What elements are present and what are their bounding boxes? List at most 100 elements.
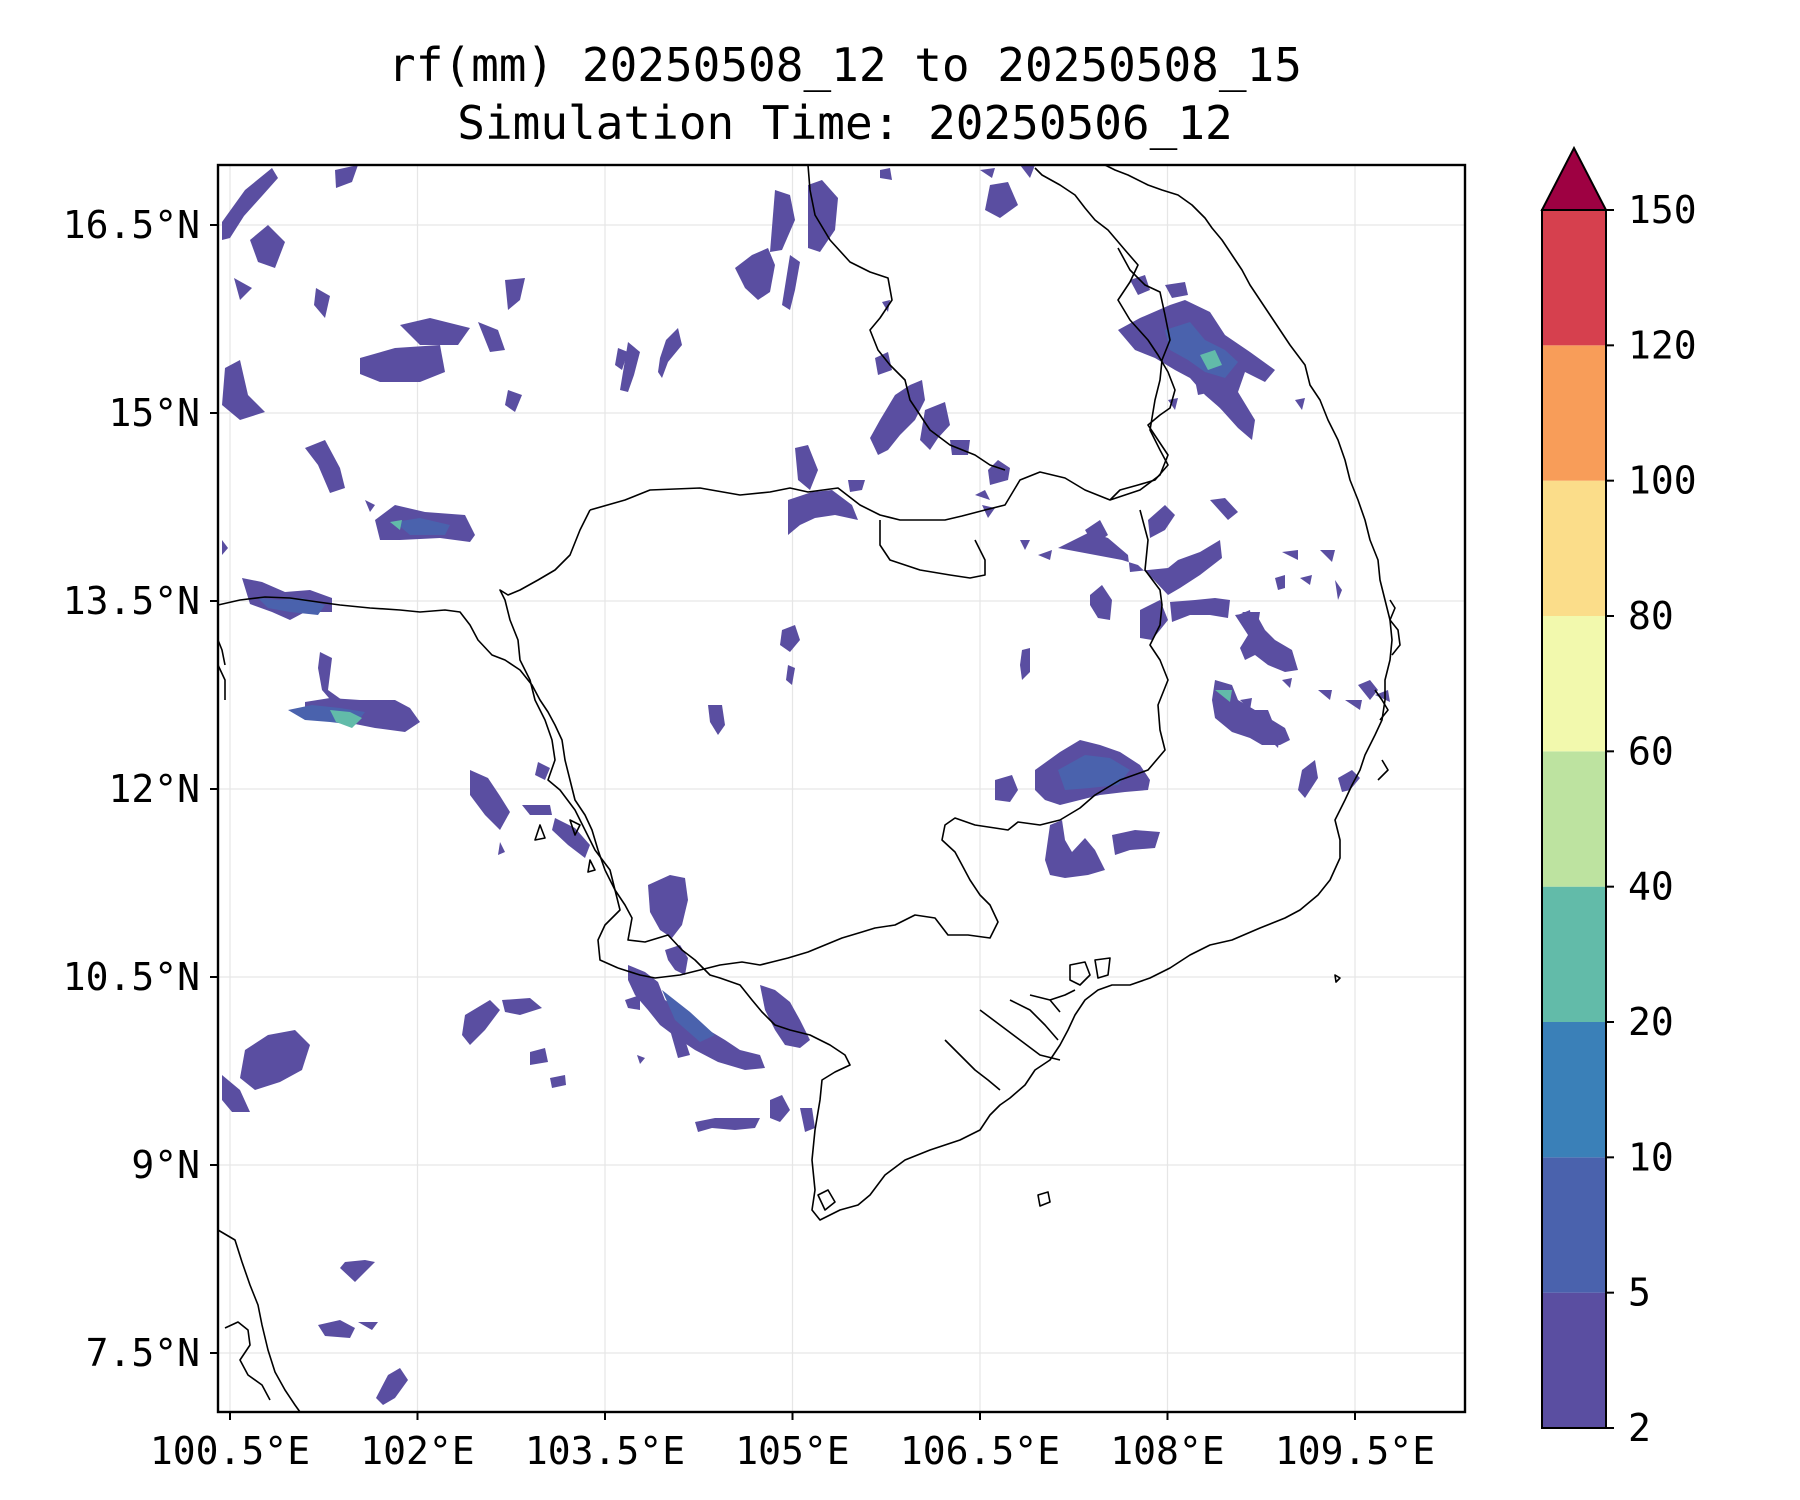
- colorbar-tick-label: 80: [1628, 594, 1674, 638]
- rain-patch: [1020, 648, 1030, 680]
- rain-patch: [222, 360, 265, 420]
- rain-patch: [522, 805, 552, 815]
- rain-patch: [1240, 698, 1252, 710]
- rain-patch: [314, 288, 330, 318]
- rain-patch: [995, 775, 1018, 802]
- rain-patch: [470, 770, 510, 830]
- rain-patch: [848, 480, 865, 492]
- coast-thai-gulf-islands: [569, 819, 581, 836]
- x-tick-label: 100.5°E: [150, 1429, 310, 1473]
- border-mekong: [807, 164, 1006, 471]
- x-tick-label: 106.5°E: [900, 1429, 1060, 1473]
- coast-mekong-delta-3: [1009, 999, 1059, 1041]
- rain-patch: [1210, 498, 1238, 520]
- rain-patch: [880, 168, 892, 180]
- coast-island-small: [1334, 974, 1341, 983]
- y-tick-label: 12°N: [108, 767, 200, 811]
- rain-core-teal: [390, 520, 402, 530]
- rain-core: [395, 518, 450, 535]
- rain-patch: [222, 168, 278, 240]
- rain-patch: [770, 1095, 790, 1122]
- y-tick-label: 13.5°N: [63, 579, 200, 623]
- rain-patch: [975, 490, 990, 500]
- x-tick-label: 108°E: [1110, 1429, 1224, 1473]
- rain-patch: [1345, 700, 1362, 710]
- colorbar-tick-label: 40: [1628, 865, 1674, 909]
- colorbar-tick-label: 20: [1628, 1000, 1674, 1044]
- rain-patch: [1058, 532, 1222, 595]
- y-tick-label: 10.5°N: [63, 955, 200, 999]
- rain-patch: [1118, 300, 1275, 440]
- coast-mekong-delta-5: [1049, 989, 1076, 1001]
- rain-patch: [950, 440, 970, 455]
- rain-patch: [735, 248, 775, 300]
- rain-patch: [535, 762, 550, 780]
- coast-gulf-thailand-south: [217, 1229, 301, 1413]
- rain-patch: [1300, 575, 1312, 585]
- rain-patch: [1045, 820, 1105, 878]
- rain-patch: [780, 625, 800, 652]
- colorbar-segment: [1542, 480, 1606, 616]
- rain-patch: [365, 500, 375, 512]
- colorbar-extend-triangle: [1540, 145, 1608, 211]
- x-axis-ticks: 100.5°E 102°E 103.5°E 105°E 106.5°E 108°E 109.…: [150, 1412, 1435, 1473]
- rain-patch: [250, 225, 285, 268]
- rain-patch: [695, 1118, 760, 1132]
- colorbar: 2 5 10 20 40 60 80 100 120 150: [1540, 145, 1697, 1450]
- rain-patch: [808, 180, 838, 252]
- border-thailand-cambodia-north: [589, 167, 1176, 521]
- coast-east-coastline-bits-2: [1374, 689, 1389, 721]
- colorbar-segment: [1542, 345, 1606, 481]
- rain-patch: [870, 380, 925, 455]
- coast-island-condao: [1037, 1191, 1051, 1207]
- colorbar-tick-label: 150: [1628, 188, 1697, 232]
- colorbar-segment: [1542, 751, 1606, 887]
- y-tick-label: 9°N: [131, 1143, 200, 1187]
- rain-patch: [505, 278, 525, 310]
- rain-patch: [222, 1075, 250, 1112]
- rain-patch: [360, 345, 445, 382]
- rain-patch: [980, 168, 995, 178]
- colorbar-tick-label: 2: [1628, 1406, 1651, 1450]
- rain-patch: [708, 705, 725, 735]
- rain-patch: [985, 182, 1018, 218]
- rain-patch: [1295, 398, 1305, 410]
- rain-patch: [788, 490, 858, 535]
- coast-thailand-gulf: [217, 596, 599, 851]
- rain-patch: [318, 1320, 355, 1338]
- rain-patch: [1282, 678, 1292, 688]
- rain-core: [258, 598, 325, 615]
- x-tick-label: 102°E: [360, 1429, 474, 1473]
- rain-core-teal: [1200, 350, 1222, 370]
- coast-thai-gulf-islands-2: [534, 824, 546, 841]
- rain-core-teal: [1215, 690, 1232, 702]
- rain-patch: [1338, 770, 1360, 792]
- rain-patch: [620, 342, 640, 392]
- x-tick-label: 103.5°E: [525, 1429, 685, 1473]
- rain-patch: [1038, 550, 1052, 560]
- rain-patch: [882, 300, 890, 312]
- rain-core-teal: [330, 710, 362, 728]
- rain-patch: [615, 348, 628, 370]
- rain-patch: [498, 842, 505, 855]
- y-tick-label: 7.5°N: [86, 1331, 200, 1375]
- rain-patch: [1090, 585, 1112, 620]
- rain-patch: [1375, 690, 1390, 702]
- colorbar-segment: [1542, 210, 1606, 346]
- rain-patch: [1165, 282, 1188, 298]
- border-thai-cambodia-west: [499, 509, 621, 969]
- colorbar-segment: [1542, 1022, 1606, 1158]
- rain-patch: [648, 875, 688, 938]
- rain-patch: [1282, 550, 1298, 560]
- rain-patch: [1112, 830, 1160, 855]
- rain-patch: [550, 1075, 566, 1088]
- rain-patch: [1318, 690, 1332, 700]
- coast-gulf-cambodia: [597, 164, 1393, 1221]
- rain-patch: [400, 318, 470, 345]
- border-thai-laos: [879, 520, 986, 579]
- rain-patch: [665, 945, 688, 975]
- rain-patch: [1168, 398, 1178, 410]
- colorbar-tick-label: 5: [1628, 1271, 1651, 1315]
- rain-patch: [222, 540, 228, 555]
- rain-patch: [1335, 580, 1342, 600]
